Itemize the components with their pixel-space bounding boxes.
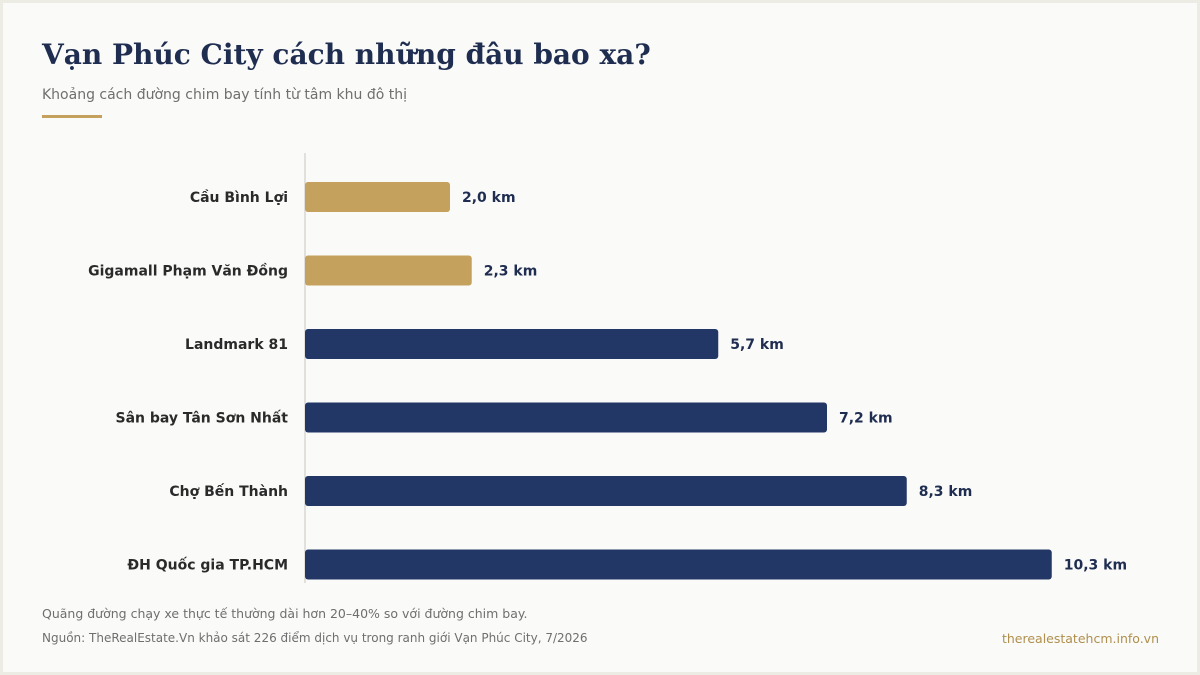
site-url[interactable]: therealestatehcm.info.vn (1001, 631, 1159, 646)
value-label: 7,2 km (839, 411, 893, 427)
source-credit: Nguồn: TheRealEstate.Vn khảo sát 226 điể… (42, 631, 588, 645)
category-label: ĐH Quốc gia TP.HCM (127, 557, 288, 574)
category-label: Cầu Bình Lợi (190, 189, 288, 206)
category-label: Gigamall Phạm Văn Đồng (88, 263, 288, 280)
category-label: Chợ Bến Thành (169, 483, 288, 500)
value-label: 5,7 km (730, 337, 784, 353)
bar (305, 182, 450, 212)
footnote: Quãng đường chạy xe thực tế thường dài h… (42, 606, 528, 621)
value-label: 8,3 km (919, 484, 973, 500)
bar (305, 402, 827, 433)
accent-rule (42, 115, 102, 118)
category-label: Sân bay Tân Sơn Nhất (116, 410, 289, 427)
page-title: Vạn Phúc City cách những đâu bao xa? (42, 38, 651, 71)
value-label: 2,0 km (462, 190, 516, 206)
bar (305, 329, 719, 359)
value-label: 10,3 km (1064, 558, 1127, 574)
bar (305, 255, 472, 286)
bar (305, 476, 907, 506)
page-subtitle: Khoảng cách đường chim bay tính từ tâm k… (42, 87, 407, 103)
distance-bar-chart: Cầu Bình Lợi 2,0 km Gigamall Phạm Văn Đồng… (88, 153, 1127, 583)
bar (305, 549, 1052, 580)
category-label: Landmark 81 (185, 337, 288, 353)
value-label: 2,3 km (484, 264, 538, 280)
